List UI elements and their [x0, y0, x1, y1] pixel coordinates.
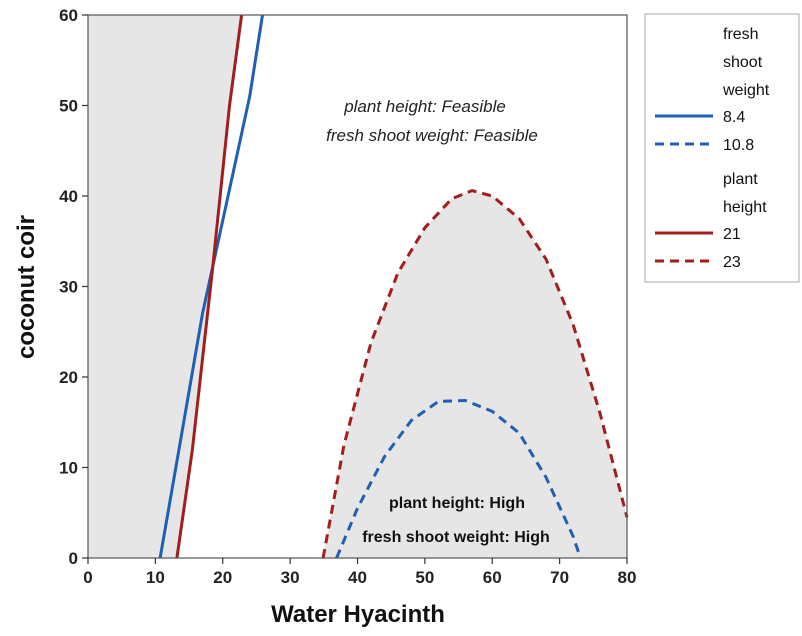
y-axis: 0 10 20 30 40 50 60	[59, 6, 88, 568]
high-label-plant-height: plant height: High	[389, 495, 525, 512]
x-tick-label: 60	[483, 568, 502, 587]
legend-group2-title-line2: height	[723, 199, 767, 216]
legend-label-23: 23	[723, 254, 741, 271]
x-tick-label: 30	[281, 568, 300, 587]
x-tick-label: 70	[550, 568, 569, 587]
plot-area	[87, 14, 629, 559]
series-layer	[158, 14, 629, 559]
legend-group1-title-line2: shoot	[723, 54, 763, 71]
y-tick-label: 40	[59, 187, 78, 206]
x-tick-label: 80	[618, 568, 637, 587]
legend-group1-title-line1: fresh	[723, 26, 759, 43]
series-line-10-8	[335, 399, 582, 559]
high-label-fresh-shoot-weight: fresh shoot weight: High	[362, 529, 550, 546]
legend-label-8-4: 8.4	[723, 109, 745, 126]
x-tick-label: 20	[213, 568, 232, 587]
legend-label-10-8: 10.8	[723, 137, 754, 154]
y-tick-label: 10	[59, 459, 78, 478]
legend-group2-title-line1: plant	[723, 171, 758, 188]
series-line-23	[321, 189, 629, 559]
legend: fresh shoot weight 8.4 10.8 plant height…	[644, 13, 800, 283]
series-line-21	[175, 14, 244, 559]
shaded-regions	[88, 15, 627, 558]
x-tick-label: 40	[348, 568, 367, 587]
x-axis-title: Water Hyacinth	[271, 601, 445, 628]
legend-box	[644, 13, 800, 283]
y-tick-label: 0	[69, 549, 78, 568]
feasible-label-fresh-shoot-weight: fresh shoot weight: Feasible	[326, 126, 538, 145]
legend-group1-title-line3: weight	[722, 82, 770, 99]
x-tick-label: 0	[83, 568, 92, 587]
y-axis-title: coconut coir	[13, 215, 40, 359]
y-tick-label: 20	[59, 368, 78, 387]
x-tick-label: 50	[415, 568, 434, 587]
x-tick-label: 10	[146, 568, 165, 587]
x-axis: 0 10 20 30 40 50 60 70 80	[83, 558, 636, 587]
y-tick-label: 30	[59, 278, 78, 297]
y-tick-label: 50	[59, 97, 78, 116]
legend-label-21: 21	[723, 226, 741, 243]
shaded-region-dome	[323, 190, 627, 558]
feasible-label-plant-height: plant height: Feasible	[343, 97, 506, 116]
shaded-region-left	[88, 15, 242, 558]
y-tick-label: 60	[59, 6, 78, 25]
